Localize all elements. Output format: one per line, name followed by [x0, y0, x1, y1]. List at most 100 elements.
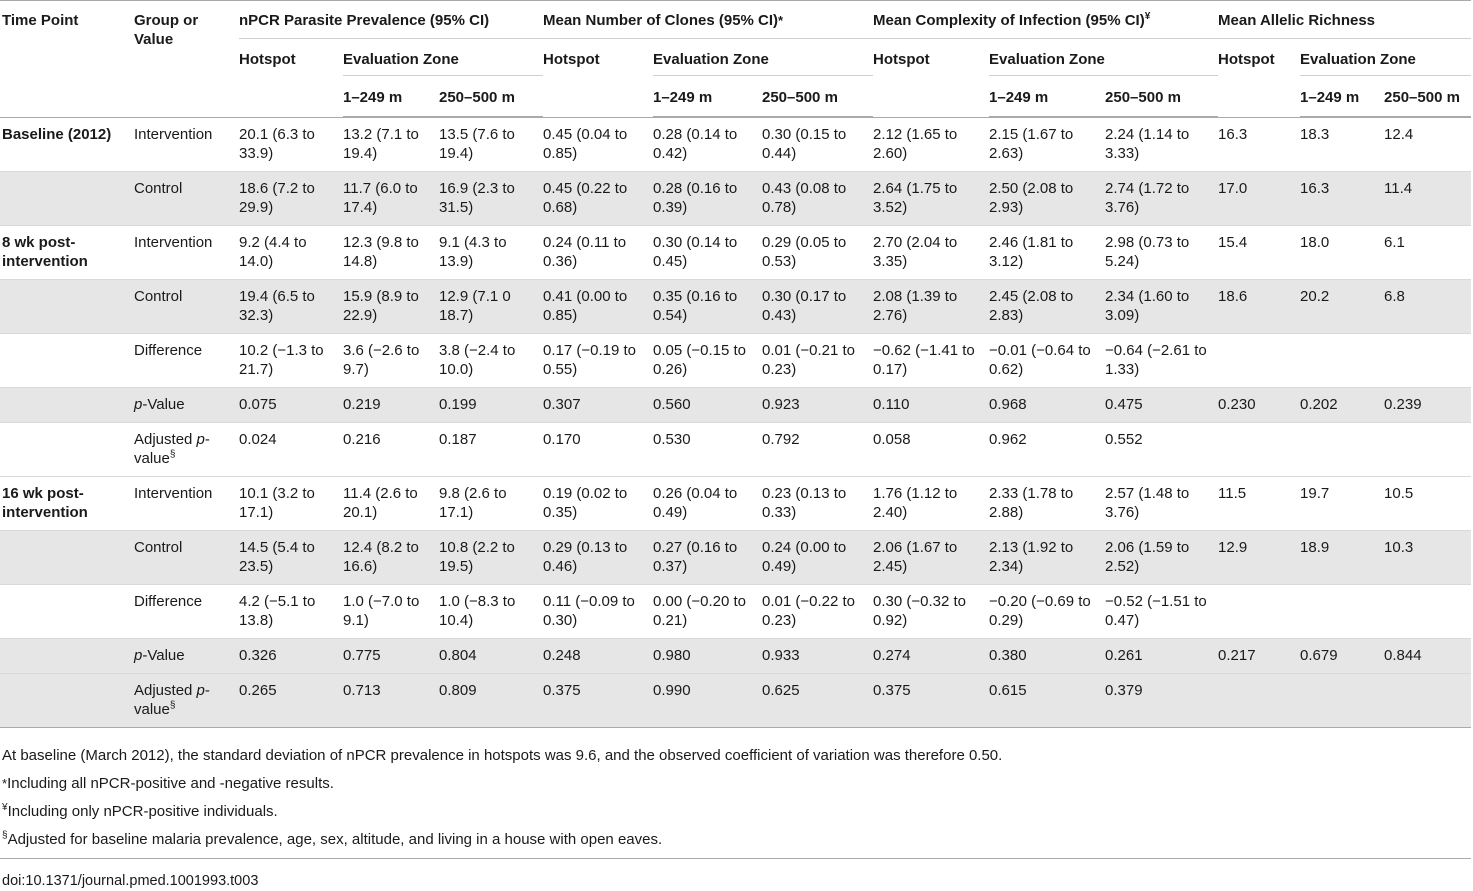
value-cell: 2.34 (1.60 to 3.09)	[1105, 279, 1219, 334]
value-cell: 2.24 (1.14 to 3.33)	[1105, 126, 1190, 162]
value-cell: 0.923	[762, 387, 874, 423]
value-cell: 18.6	[1218, 279, 1301, 334]
value-cell: 1.0 (−8.3 to 10.4)	[439, 593, 516, 629]
header-evaluation-zone: Evaluation Zone	[653, 38, 874, 76]
time-point-cell: 8 wk post-intervention	[2, 234, 88, 270]
header-evaluation-zone: Evaluation Zone	[343, 38, 543, 76]
value-cell: 0.615	[989, 673, 1106, 728]
value-cell: 0.933	[762, 638, 874, 674]
header-prevalence: nPCR Parasite Prevalence (95% CI)	[239, 0, 543, 39]
value-cell: 0.19 (0.02 to 0.35)	[543, 485, 628, 521]
value-cell: 15.9 (8.9 to 22.9)	[343, 279, 439, 334]
value-cell: 0.792	[762, 431, 800, 448]
value-cell: 0.968	[989, 387, 1106, 423]
value-cell: 4.2 (−5.1 to 13.8)	[239, 593, 316, 629]
header-hotspot: Hotspot	[543, 51, 600, 68]
group-cell: p-Value	[134, 387, 239, 423]
value-cell: 0.217	[1218, 638, 1301, 674]
header-hotspot: Hotspot	[873, 51, 930, 68]
value-cell: 0.980	[653, 638, 762, 674]
value-cell: 12.4 (8.2 to 16.6)	[343, 530, 439, 585]
value-cell: 0.41 (0.00 to 0.85)	[543, 279, 653, 334]
results-table: Time Point Group or Value nPCR Parasite …	[0, 0, 1472, 728]
value-cell: 20.1 (6.3 to 33.9)	[239, 126, 315, 162]
table-notes: At baseline (March 2012), the standard d…	[0, 746, 1473, 849]
value-cell: 17.0	[1218, 171, 1301, 226]
header-zone-near: 1–249 m	[653, 75, 762, 117]
table-row: Baseline (2012) Intervention 20.1 (6.3 to …	[0, 118, 1472, 172]
value-cell: 9.1 (4.3 to 13.9)	[439, 234, 507, 270]
value-cell: 0.560	[653, 387, 762, 423]
value-cell: 0.45 (0.04 to 0.85)	[543, 126, 628, 162]
value-cell: 0.962	[989, 431, 1027, 448]
value-cell: 0.375	[543, 673, 653, 728]
value-cell	[1384, 585, 1471, 639]
value-cell: 0.265	[239, 673, 343, 728]
value-cell: 0.27 (0.16 to 0.37)	[653, 530, 762, 585]
value-cell: 0.05 (−0.15 to 0.26)	[653, 342, 746, 378]
time-point-cell	[0, 423, 134, 477]
value-cell: 10.3	[1384, 530, 1472, 585]
value-cell: 3.6 (−2.6 to 9.7)	[343, 342, 420, 378]
value-cell: 2.98 (0.73 to 5.24)	[1105, 234, 1190, 270]
value-cell: 9.2 (4.4 to 14.0)	[239, 234, 307, 270]
value-cell: 0.475	[1105, 387, 1219, 423]
header-clones: Mean Number of Clones (95% CI)*	[543, 0, 874, 39]
value-cell: 18.6 (7.2 to 29.9)	[239, 171, 343, 226]
table-row: 8 wk post-intervention Intervention 9.2 (4…	[0, 226, 1472, 280]
value-cell: 0.23 (0.13 to 0.33)	[762, 485, 847, 521]
table-row: Difference 10.2 (−1.3 to 21.7) 3.6 (−2.6 t…	[0, 334, 1472, 388]
value-cell: 0.844	[1384, 638, 1472, 674]
value-cell: 2.50 (2.08 to 2.93)	[989, 171, 1106, 226]
value-cell: 2.13 (1.92 to 2.34)	[989, 530, 1106, 585]
header-evaluation-zone: Evaluation Zone	[1300, 38, 1472, 76]
header-allelic-richness: Mean Allelic Richness	[1218, 0, 1472, 39]
table-row: Control 19.4 (6.5 to 32.3) 15.9 (8.9 to 22…	[0, 279, 1472, 334]
value-cell: 2.06 (1.59 to 2.52)	[1105, 530, 1219, 585]
value-cell: 6.1	[1384, 234, 1405, 251]
value-cell: 0.625	[762, 673, 874, 728]
value-cell: 0.30 (−0.32 to 0.92)	[873, 593, 967, 629]
value-cell: 0.30 (0.14 to 0.45)	[653, 234, 738, 270]
table-row: Adjusted p-value§ 0.024 0.216 0.187 0.170 0.5…	[0, 423, 1472, 477]
table-row: Control 18.6 (7.2 to 29.9) 11.7 (6.0 to 17…	[0, 171, 1472, 226]
value-cell: 16.3	[1300, 171, 1385, 226]
value-cell: 9.8 (2.6 to 17.1)	[439, 485, 507, 521]
doi-text: doi:10.1371/journal.pmed.1001993.t003	[2, 873, 259, 889]
time-point-cell	[0, 171, 134, 226]
value-cell: −0.20 (−0.69 to 0.29)	[989, 593, 1091, 629]
value-cell: 12.9	[1218, 530, 1301, 585]
table-row: Difference 4.2 (−5.1 to 13.8) 1.0 (−7.0 to…	[0, 585, 1472, 639]
group-cell: Adjusted p-value§	[134, 431, 210, 467]
value-cell: 0.216	[343, 431, 381, 448]
value-cell: 0.380	[989, 638, 1106, 674]
value-cell: 0.239	[1384, 387, 1472, 423]
header-zone-far: 250–500 m	[1105, 75, 1219, 117]
value-cell: 0.187	[439, 431, 477, 448]
value-cell: 0.199	[439, 387, 543, 423]
table-row: p-Value 0.326 0.775 0.804 0.248 0.980 0.933 0.2…	[0, 638, 1472, 674]
value-cell: 19.7	[1300, 485, 1330, 502]
table-row: 16 wk post-intervention Intervention 10.1 …	[0, 477, 1472, 531]
header-zone-near: 1–249 m	[1300, 75, 1385, 117]
value-cell: 0.058	[873, 431, 911, 448]
table-row: p-Value 0.075 0.219 0.199 0.307 0.560 0.923 0.1…	[0, 387, 1472, 423]
value-cell: 0.274	[873, 638, 990, 674]
value-cell: 14.5 (5.4 to 23.5)	[239, 530, 343, 585]
value-cell: 0.11 (−0.09 to 0.30)	[543, 593, 635, 629]
value-cell: 2.12 (1.65 to 2.60)	[873, 126, 958, 162]
time-point-cell	[0, 638, 134, 674]
value-cell: 0.326	[239, 638, 343, 674]
time-point-cell	[0, 585, 134, 639]
value-cell: 0.804	[439, 638, 543, 674]
value-cell: 0.202	[1300, 387, 1385, 423]
group-cell: Control	[134, 530, 239, 585]
value-cell: 0.552	[1105, 431, 1143, 448]
value-cell	[1218, 673, 1301, 728]
value-cell: 18.9	[1300, 530, 1385, 585]
value-cell: 2.57 (1.48 to 3.76)	[1105, 485, 1190, 521]
value-cell: 0.43 (0.08 to 0.78)	[762, 171, 874, 226]
time-point-cell	[0, 279, 134, 334]
value-cell: 18.0	[1300, 234, 1330, 251]
